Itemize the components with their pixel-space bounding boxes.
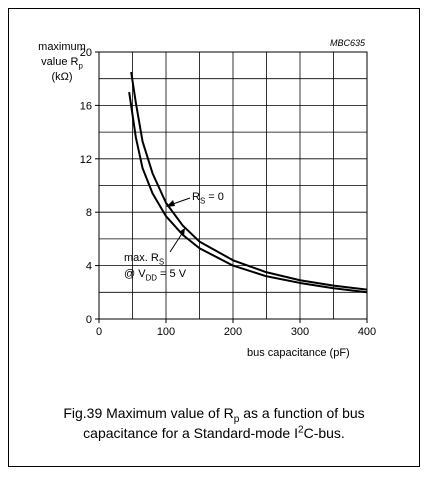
annotation-part: DD <box>146 273 158 282</box>
x-axis-label: bus capacitance (pF) <box>247 347 350 359</box>
annotation-part: max. R <box>124 252 159 264</box>
y-tick-label: 4 <box>86 261 92 273</box>
y-axis-label-part: (kΩ) <box>51 71 72 83</box>
annotation: RS = 0 <box>192 191 224 205</box>
annotation-part: @ V <box>124 268 146 280</box>
y-tick-label: 8 <box>86 207 92 219</box>
x-tick-label: 300 <box>291 326 309 338</box>
frame <box>8 8 420 467</box>
annotation: @ VDD = 5 V <box>124 268 187 282</box>
y-axis-label-part: value R <box>41 56 78 68</box>
caption-part: capacitance for a Standard-mode I <box>83 425 298 441</box>
y-tick-label: 0 <box>86 314 92 326</box>
y-tick-label: 20 <box>80 47 92 59</box>
x-tick-label: 200 <box>224 326 242 338</box>
caption-part: Fig.39 Maximum value of R <box>63 405 233 421</box>
annotation-arrow <box>169 231 184 253</box>
y-axis-label: value Rp <box>41 56 83 70</box>
annotation-part: = 5 V <box>157 268 187 280</box>
caption-part: C-bus. <box>304 425 345 441</box>
y-tick-label: 12 <box>80 154 92 166</box>
y-axis-label: maximum <box>38 41 86 53</box>
annotation-part: R <box>192 191 200 203</box>
caption-part: as a function of bus <box>239 405 364 421</box>
x-tick-label: 100 <box>157 326 175 338</box>
y-tick-label: 16 <box>80 100 92 112</box>
arrowhead <box>179 228 185 236</box>
x-tick-label: 0 <box>96 326 102 338</box>
curve <box>128 91 368 294</box>
caption-part: p <box>234 414 240 425</box>
y-axis-label-part: p <box>78 61 83 70</box>
y-axis-label-part: maximum <box>38 41 86 53</box>
y-axis-label: (kΩ) <box>51 71 72 83</box>
annotation-part: S <box>159 257 164 266</box>
annotation-part: = 0 <box>205 191 224 203</box>
annotation: max. RS <box>124 252 164 266</box>
caption: capacitance for a Standard-mode I2C-bus. <box>83 424 345 441</box>
annotation-part: S <box>200 196 205 205</box>
caption-part: 2 <box>298 424 304 435</box>
x-tick-label: 400 <box>358 326 376 338</box>
figure-code: MBC635 <box>330 38 366 48</box>
caption: Fig.39 Maximum value of Rp as a function… <box>63 405 364 425</box>
curve <box>130 71 368 291</box>
